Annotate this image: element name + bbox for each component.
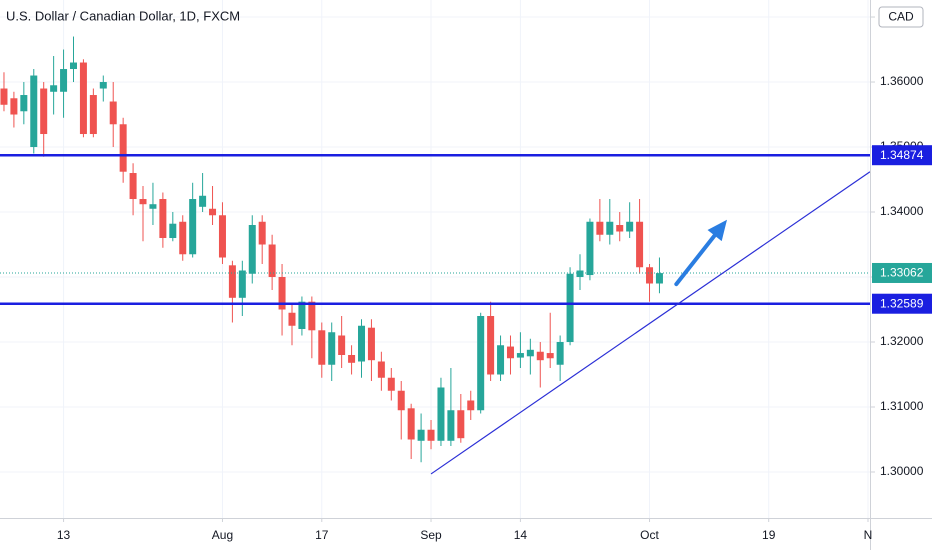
candle-body: [387, 377, 395, 391]
candle-body: [338, 335, 346, 355]
candle-body: [129, 173, 137, 200]
last-price-tag: [872, 262, 932, 283]
trend-line: [430, 171, 870, 475]
candle-body: [467, 400, 475, 411]
candle-body: [328, 332, 336, 365]
x-tick-label: Aug: [212, 528, 233, 542]
x-tick-label: 17: [315, 528, 329, 542]
candle-body: [218, 215, 226, 258]
candle-body: [50, 85, 58, 92]
candle-body: [477, 315, 485, 411]
candle-body: [69, 62, 77, 70]
level-tag: [872, 293, 932, 314]
candle-body: [159, 199, 167, 239]
x-tick-label: 13: [57, 528, 71, 542]
candle-body: [248, 225, 256, 274]
candle-body: [367, 327, 375, 361]
candle-body: [99, 82, 107, 89]
candle-body: [189, 199, 197, 255]
y-tick-label: 1.31000: [880, 399, 924, 413]
candle-body: [119, 124, 127, 172]
plot-area: [0, 36, 870, 475]
y-tick-label: 1.34000: [880, 204, 924, 218]
candle-body: [556, 341, 564, 365]
candle-body: [179, 221, 187, 255]
candle-body: [457, 410, 465, 439]
candle-body: [427, 429, 435, 441]
candle-body: [258, 221, 266, 245]
candle-body: [149, 204, 157, 209]
currency-box[interactable]: [878, 6, 924, 28]
candle-body: [397, 390, 405, 411]
y-tick-label: 1.36000: [880, 74, 924, 88]
candle-body: [0, 88, 8, 105]
arrow-shaft: [674, 233, 717, 287]
candle-body: [358, 325, 366, 362]
candle-body: [268, 244, 276, 278]
level-tag: [872, 145, 932, 166]
candle-body: [407, 408, 415, 440]
candle-body: [348, 354, 356, 363]
currency-label[interactable]: CAD: [888, 10, 914, 24]
y-tick-label: 1.30000: [880, 464, 924, 478]
candle-body: [417, 429, 425, 441]
candle-body: [318, 330, 326, 365]
candle-body: [526, 349, 534, 357]
candle-body: [655, 273, 663, 284]
candle-body: [506, 346, 514, 359]
x-tick-label: Oct: [640, 528, 659, 542]
candle-body: [646, 267, 654, 284]
candle-body: [89, 95, 97, 135]
candle-body: [616, 225, 624, 232]
candle-body: [79, 62, 87, 135]
candle-body: [626, 221, 634, 232]
last-price-label: 1.33062: [880, 266, 924, 280]
candle-body: [139, 199, 147, 205]
candle-body: [576, 270, 584, 278]
candle-body: [20, 95, 28, 112]
candle-body: [636, 221, 644, 268]
price-tags: 1.34874 1.32589 1.33062: [872, 145, 932, 314]
candle-body: [40, 88, 48, 135]
candle-body: [536, 351, 544, 361]
candle-body: [546, 353, 554, 359]
candle-body: [169, 223, 177, 239]
candle-body: [377, 361, 385, 378]
candle-body: [278, 277, 286, 310]
x-tick-label: N: [864, 528, 873, 542]
candle-body: [437, 387, 445, 441]
candle-body: [10, 98, 18, 115]
candle-body: [238, 270, 246, 298]
candle-body: [199, 195, 207, 207]
candle-body: [606, 221, 614, 235]
candle-body: [596, 221, 604, 235]
chart-title: U.S. Dollar / Canadian Dollar, 1D, FXCM: [6, 8, 240, 23]
candle-body: [586, 221, 594, 276]
candle-body: [497, 345, 505, 375]
arrow-head: [707, 219, 727, 242]
candle-body: [566, 273, 574, 342]
candle-body: [60, 69, 68, 92]
x-tick-label: 14: [514, 528, 528, 542]
x-tick-label: 19: [762, 528, 776, 542]
candle-body: [288, 312, 296, 326]
candle-body: [298, 301, 306, 329]
candle-body: [516, 353, 524, 358]
y-tick-label: 1.32000: [880, 334, 924, 348]
candle-body: [308, 301, 316, 331]
candle-body: [109, 101, 117, 125]
candle-body: [447, 410, 455, 441]
candle-body: [30, 75, 38, 148]
candle-body: [487, 315, 495, 375]
x-tick-label: Sep: [420, 528, 442, 542]
candle-body: [228, 265, 236, 298]
level-tag-label: 1.32589: [880, 296, 924, 310]
candle-body: [209, 208, 217, 216]
level-tag-label: 1.34874: [880, 148, 924, 162]
